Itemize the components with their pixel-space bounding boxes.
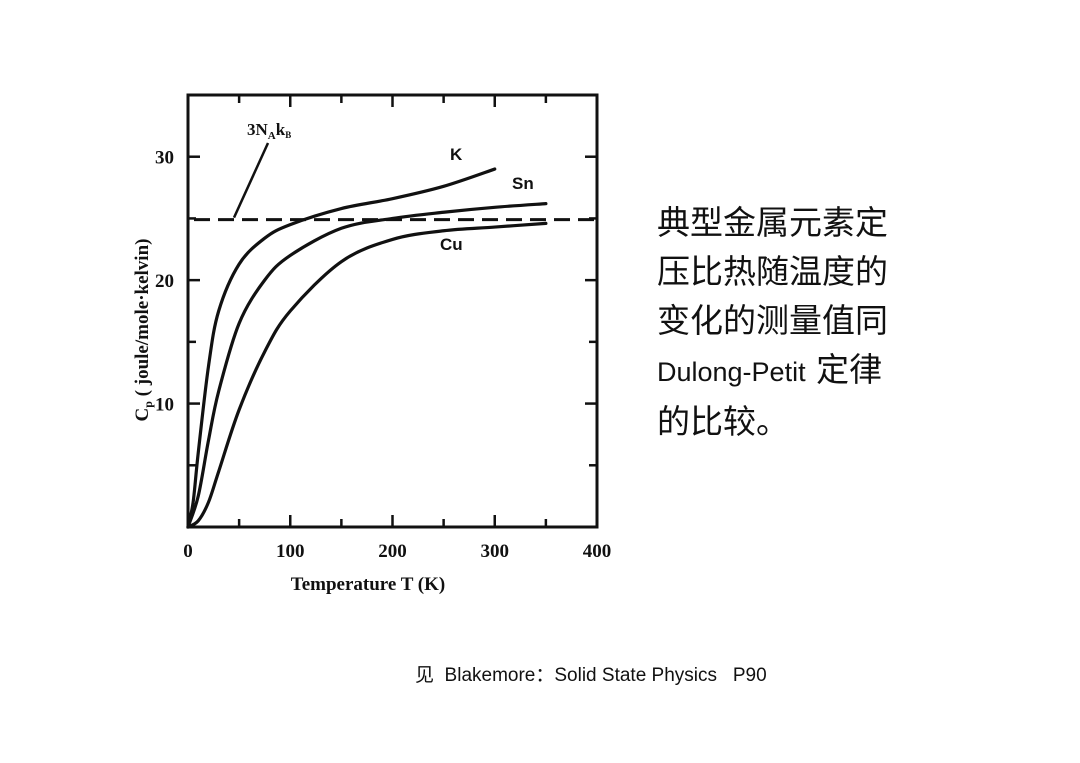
x-tick-label: 0: [183, 541, 193, 562]
x-tick-label: 100: [276, 541, 305, 562]
data-curves: [186, 167, 548, 529]
y-tick-label: 10: [155, 395, 174, 416]
series-label-k: K: [450, 145, 463, 164]
series-label-sn: Sn: [512, 174, 534, 193]
dulong-petit-name: Dulong-Petit: [657, 357, 806, 387]
x-tick-label: 300: [481, 541, 510, 562]
y-tick-label: 30: [155, 148, 174, 169]
series-label-cu: Cu: [440, 235, 463, 254]
description-line-5: 的比较。: [657, 402, 789, 441]
description-line-4: Dulong-Petit 定律: [657, 350, 883, 389]
series-line-cu: [186, 221, 548, 529]
y-tick-label: 20: [155, 271, 174, 292]
x-tick-label: 400: [583, 541, 612, 562]
description-line-2: 压比热随温度的: [657, 252, 888, 291]
description-line-1: 典型金属元素定: [657, 203, 888, 242]
series-line-k: [186, 167, 497, 529]
description-line-3: 变化的测量值同: [657, 301, 888, 340]
citation: 见 Blakemore：Solid State Physics P90: [415, 665, 767, 686]
x-tick-label: 200: [378, 541, 407, 562]
tick-labels: 0 100 200 300 400 10 20 30: [155, 148, 611, 562]
curve-labels: K Sn Cu: [440, 145, 534, 254]
reference-annotation: 3NAkB: [247, 120, 291, 142]
specific-heat-chart: 0 100 200 300 400 10 20 30 K Sn Cu 3NAkB Temperat…: [132, 93, 611, 595]
plot-border: [186, 93, 599, 529]
axis-ticks: [186, 95, 599, 527]
description-text: 典型金属元素定 压比热随温度的 变化的测量值同 Dulong-Petit 定律 …: [657, 198, 927, 446]
series-line-sn: [186, 202, 548, 529]
plot-frame: [186, 93, 599, 529]
annotation-arrow: [232, 142, 270, 219]
x-axis-title: Temperature T (K): [291, 574, 445, 595]
y-axis-title: Cp ( joule/mole·kelvin): [132, 239, 155, 422]
